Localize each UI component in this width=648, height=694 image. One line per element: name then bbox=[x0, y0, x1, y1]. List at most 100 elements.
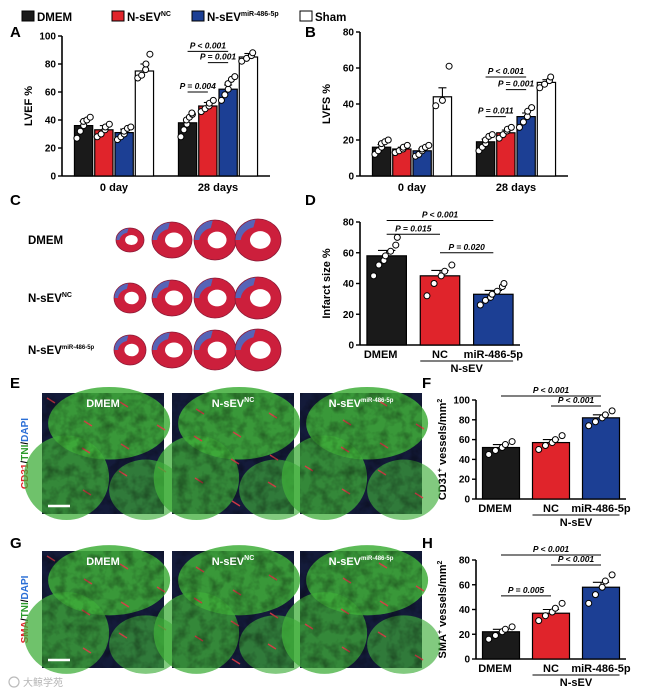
chart-D-xlabel-2: miR-486-5p bbox=[464, 349, 524, 361]
chart-H-ytick-label-60: 60 bbox=[459, 580, 471, 591]
chart-F-dots-0-point-1 bbox=[491, 446, 499, 454]
chart-D-ytick-label-80: 80 bbox=[343, 218, 355, 229]
chart-D-dots-0-point-5 bbox=[392, 241, 400, 249]
chart-D-dots-0-point-3 bbox=[381, 252, 389, 260]
legend-label-2-base: N-sEV bbox=[207, 12, 241, 24]
heart-section-2-3-lumen bbox=[249, 341, 271, 359]
chart-B-dots-0-3-point-2 bbox=[445, 62, 453, 70]
heart-section-2-1-outline bbox=[151, 331, 193, 369]
heart-section-2-2 bbox=[193, 329, 237, 371]
heart-section-1-0 bbox=[113, 282, 147, 314]
heart-section-1-3-lumen bbox=[249, 289, 271, 307]
panel-e-image-0-label: DMEM bbox=[86, 398, 120, 410]
chart-H-dots-2-point-0 bbox=[585, 599, 593, 607]
chart-B-dots-1-3-point-3 bbox=[547, 73, 555, 81]
chart-F-ytick-label-100: 100 bbox=[453, 396, 470, 407]
chart-A-dots-0-0-point-1 bbox=[76, 127, 84, 135]
watermark-text: 大鲸学苑 bbox=[23, 676, 63, 689]
panel-g-image-0-texture bbox=[42, 551, 164, 668]
legend-label-1-base: N-sEV bbox=[127, 12, 161, 24]
chart-F-pvalue-0-label: P < 0.001 bbox=[558, 395, 595, 405]
chart-H-dots-2-point-3 bbox=[601, 577, 609, 585]
legend-label-1-sup: NC bbox=[161, 11, 171, 18]
panel-e-stain-part-3: / bbox=[20, 442, 31, 445]
chart-H-bar-2 bbox=[581, 586, 621, 660]
chart-B-ylabel: LVFS % bbox=[321, 84, 333, 124]
heart-section-1-0-fibrosis bbox=[113, 283, 129, 298]
heart-section-0-1-fibrosis bbox=[151, 222, 170, 240]
panel-letter-g: G bbox=[10, 535, 22, 552]
chart-D-dots-2-point-1 bbox=[481, 296, 489, 304]
chart-H-dots-1-point-0 bbox=[535, 617, 543, 625]
chart-H-ytick-label-80: 80 bbox=[459, 556, 471, 567]
chart-H-ylabel-part-2: vessels/mm bbox=[437, 564, 449, 630]
heart-section-1-1-outline bbox=[151, 279, 193, 317]
chart-F-dots-1-point-3 bbox=[551, 436, 559, 444]
chart-H-group-label: N-sEV bbox=[560, 677, 593, 689]
chart-B-pvalue-1-label: P = 0.001 bbox=[498, 79, 535, 89]
chart-F-ytick-label-80: 80 bbox=[459, 415, 471, 426]
chart-D-pvalue-0-label: P = 0.015 bbox=[395, 223, 432, 233]
chart-A-dots-1-0-point-0 bbox=[177, 133, 185, 141]
chart-H-dots-0-point-0 bbox=[485, 635, 493, 643]
heart-section-2-1 bbox=[151, 331, 193, 369]
heart-section-2-0 bbox=[113, 334, 147, 366]
heart-section-1-0-lumen bbox=[124, 291, 139, 305]
chart-H-ylabel-part-0: SMA bbox=[437, 634, 449, 659]
chart-D-dots-2-point-0 bbox=[476, 301, 484, 309]
panel-e-image-2-label: N-sEVmiR-486-5p bbox=[329, 398, 394, 410]
panel-e-image-2: N-sEVmiR-486-5p bbox=[281, 386, 441, 521]
chart-D-xlabel-1: NC bbox=[432, 349, 448, 361]
panel-letter-h: H bbox=[422, 535, 433, 552]
chart-B-dots-1-2-point-1 bbox=[519, 118, 527, 126]
panel-c-row-label-1-base: N-sEV bbox=[28, 293, 62, 305]
chart-lvfs: 0 20 40 60 80 0 day 28 days LVFS % P = 0.011 P = … bbox=[321, 28, 568, 194]
chart-A-ytick-label-60: 60 bbox=[45, 88, 57, 99]
chart-D-dots-1-point-2 bbox=[437, 272, 445, 280]
heart-section-1-3-fibrosis bbox=[234, 277, 256, 298]
legend-label-1: N-sEVNC bbox=[127, 11, 171, 24]
chart-A-xlabel-1: 28 days bbox=[198, 182, 238, 194]
chart-lvef: 0 20 40 60 80 100 0 day 28 days LVEF % P = 0.004 P… bbox=[23, 32, 270, 194]
chart-F-dots-0-point-0 bbox=[485, 450, 493, 458]
chart-F-ylabel-part-2: vessels/mm bbox=[437, 402, 449, 468]
chart-D-ytick-label-40: 40 bbox=[343, 279, 355, 290]
chart-H-dots-2-point-1 bbox=[591, 591, 599, 599]
heart-section-1-2 bbox=[193, 277, 237, 319]
heart-section-0-3-lumen bbox=[249, 231, 271, 249]
chart-D-dots-1-point-1 bbox=[430, 280, 438, 287]
panel-g-stain-part-3: / bbox=[20, 599, 31, 602]
heart-section-0-0-lumen bbox=[125, 234, 138, 246]
heart-section-2-3 bbox=[234, 328, 282, 372]
chart-F-dots-0-point-4 bbox=[508, 438, 516, 446]
panel-letter-f: F bbox=[422, 375, 431, 392]
chart-A-pvalue-0-label: P = 0.004 bbox=[180, 81, 217, 91]
chart-H-dots-1-point-3 bbox=[551, 604, 559, 612]
chart-D-ytick-label-0: 0 bbox=[348, 341, 354, 352]
heart-section-2-2-fibrosis bbox=[193, 330, 213, 350]
chart-A-dots-1-2-point-2 bbox=[224, 85, 232, 93]
panel-g-image-2: N-sEVmiR-486-5p bbox=[281, 545, 441, 674]
heart-section-1-0-outline bbox=[113, 282, 147, 314]
chart-A-ytick-label-40: 40 bbox=[45, 116, 57, 127]
chart-H-ytick-label-40: 40 bbox=[459, 605, 471, 616]
chart-A-dots-0-3-point-2 bbox=[142, 66, 150, 74]
chart-cd31-vessels: 0 20 40 60 80 100 DMEM NC miR-486-5p N-sEV CD31+ v… bbox=[437, 385, 631, 529]
heart-section-0-0-fibrosis bbox=[115, 228, 129, 240]
chart-D-ytick-label-20: 20 bbox=[343, 310, 355, 321]
chart-A-ytick-label-20: 20 bbox=[45, 144, 57, 155]
chart-D-xlabel-0: DMEM bbox=[364, 349, 398, 361]
panel-c-row-label-1: N-sEVNC bbox=[28, 292, 72, 305]
chart-F-ytick-label-40: 40 bbox=[459, 455, 471, 466]
legend-swatch-0 bbox=[21, 10, 35, 22]
chart-B-dots-1-3-point-0 bbox=[536, 84, 544, 92]
chart-H-pvalue-1-label: P < 0.001 bbox=[558, 554, 595, 564]
heart-section-0-2-fibrosis bbox=[193, 220, 213, 240]
chart-F-bar-2 bbox=[581, 417, 621, 500]
chart-F-dots-2-point-3 bbox=[601, 411, 609, 419]
panel-c-row-label-2-sup: miR-486-5p bbox=[62, 345, 95, 351]
chart-H-xlabel-2: miR-486-5p bbox=[571, 663, 631, 675]
chart-A-dots-1-0-point-6 bbox=[188, 109, 196, 117]
figure-legend: DMEM N-sEVNC N-sEVmiR-486-5p Sham bbox=[21, 10, 346, 24]
heart-section-0-2-lumen bbox=[207, 231, 227, 249]
